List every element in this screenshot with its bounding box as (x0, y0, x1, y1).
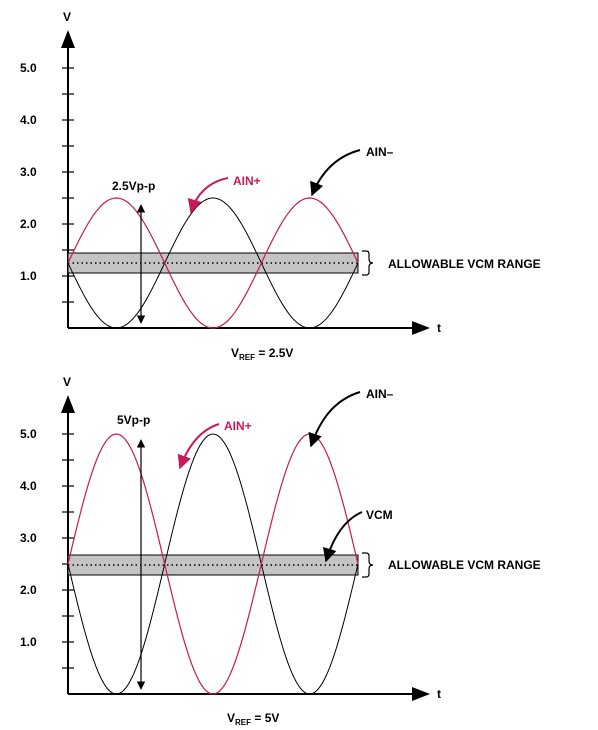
ain-minus-pointer (308, 391, 361, 448)
y-ticks (62, 67, 74, 303)
tick-label-2: 2.0 (20, 583, 37, 597)
vref-label: VREF = 5V (227, 711, 279, 727)
x-axis-arrowhead (412, 321, 430, 335)
v-axis-label: V (63, 375, 71, 389)
range-bracket (362, 250, 374, 276)
ain-minus-label: AIN– (366, 387, 394, 401)
range-label: ALLOWABLE VCM RANGE (388, 558, 541, 572)
tick-label-1: 1.0 (20, 635, 37, 649)
tick-label-4: 4.0 (20, 479, 37, 493)
ain-minus-wave (67, 197, 359, 329)
t-axis-label: t (437, 687, 441, 701)
tick-label-3: 3.0 (20, 165, 37, 179)
t-axis-label: t (437, 321, 441, 335)
ain-plus-pointer (177, 423, 220, 470)
ain-minus-wave (67, 433, 359, 695)
range-label: ALLOWABLE VCM RANGE (388, 257, 541, 271)
tick-label-5: 5.0 (20, 427, 37, 441)
y-axis-arrowhead (61, 30, 75, 48)
y-axis-arrowhead (61, 395, 75, 413)
x-axis-arrowhead (412, 687, 430, 701)
v-axis-label: V (63, 10, 71, 24)
pp-label: 5Vp-p (117, 413, 150, 427)
ain-plus-pointer (187, 177, 229, 214)
tick-label-1: 1.0 (20, 269, 37, 283)
pp-label: 2.5Vp-p (112, 179, 155, 193)
tick-label-5: 5.0 (20, 61, 37, 75)
range-bracket (362, 552, 374, 578)
tick-label-2: 2.0 (20, 217, 37, 231)
tick-label-4: 4.0 (20, 113, 37, 127)
tick-label-3: 3.0 (20, 531, 37, 545)
vref-label: VREF = 2.5V (231, 346, 293, 362)
ain-plus-label: AIN+ (233, 174, 261, 188)
ain-plus-wave (67, 197, 359, 329)
panel-vref-2-5: V t 1.0 2.0 3.0 4.0 5.0 2.5Vp-p AIN+ AIN… (20, 10, 541, 362)
ain-plus-label: AIN+ (224, 419, 252, 433)
ain-minus-label: AIN– (366, 145, 394, 159)
ain-minus-pointer (310, 149, 361, 197)
panel-vref-5: V t 1.0 2.0 3.0 4.0 5.0 5Vp-p AIN+ AIN– … (20, 375, 541, 727)
vcm-label: VCM (366, 508, 393, 522)
vcm-pointer (322, 511, 363, 563)
